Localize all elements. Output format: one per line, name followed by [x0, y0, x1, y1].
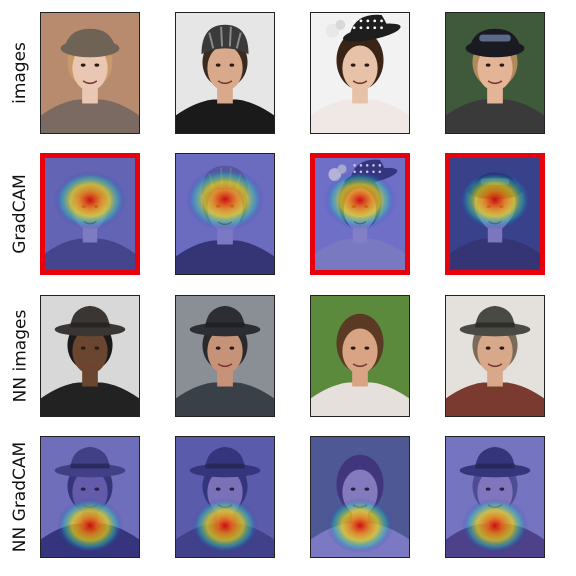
face-photo-r3c4: [445, 295, 545, 417]
gradcam-heatmap-r2c3: [310, 153, 410, 275]
face-photo-r3c3: [310, 295, 410, 417]
gradcam-heatmap-r4c2: [175, 436, 275, 558]
gradcam-heatmap-r2c4: [445, 153, 545, 275]
face-photo-r1c2: [175, 12, 275, 134]
row-label-3: NN images: [0, 295, 40, 417]
row-label-text: NN GradCAM: [10, 441, 31, 553]
gradcam-heatmap-r4c1: [40, 436, 140, 558]
row-label-text: NN images: [10, 309, 30, 403]
face-photo-r1c4: [445, 12, 545, 134]
row-label-4: NN GradCAM: [0, 436, 40, 558]
row-label-1: images: [0, 12, 40, 134]
gradcam-heatmap-r2c2: [175, 153, 275, 275]
gradcam-heatmap-r4c4: [445, 436, 545, 558]
face-photo-r1c1: [40, 12, 140, 134]
face-photo-r3c1: [40, 295, 140, 417]
gradcam-heatmap-r4c3: [310, 436, 410, 558]
gradcam-heatmap-r2c1: [40, 153, 140, 275]
row-label-2: GradCAM: [0, 153, 40, 275]
row-label-text: GradCAM: [10, 174, 31, 254]
face-photo-r1c3: [310, 12, 410, 134]
row-label-text: images: [10, 42, 30, 104]
face-photo-r3c2: [175, 295, 275, 417]
